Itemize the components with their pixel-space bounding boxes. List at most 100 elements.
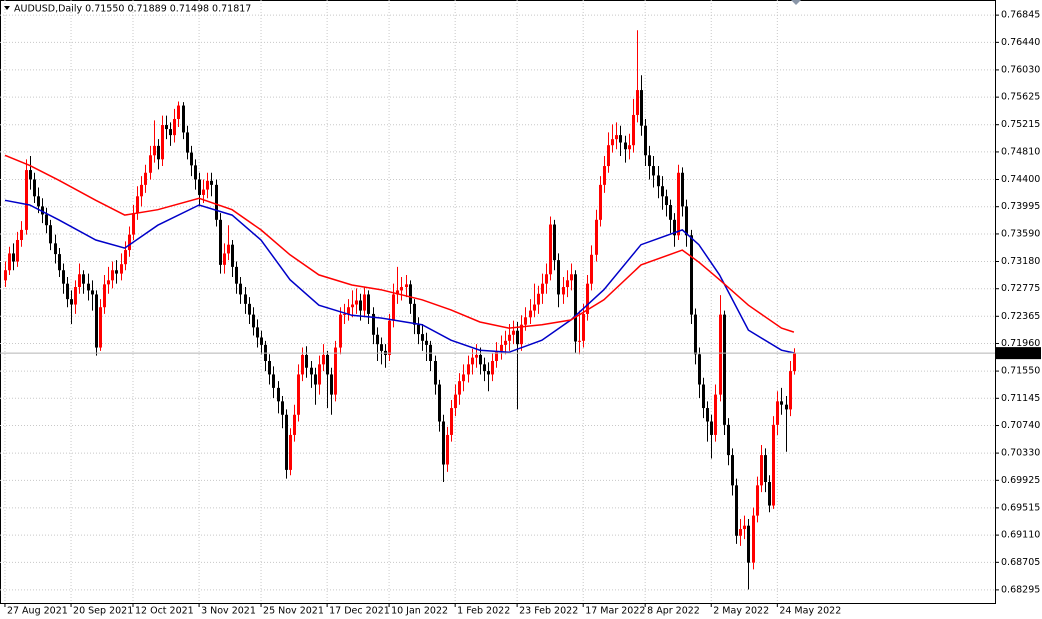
symbol-icon [4, 6, 10, 10]
candle-body [570, 274, 573, 281]
candle-body [495, 350, 498, 361]
y-tick-label: 0.75215 [1001, 119, 1040, 130]
candle-body [599, 184, 602, 220]
candle-body [425, 340, 428, 345]
candle-body [78, 274, 81, 288]
x-tick-label: 25 Nov 2021 [263, 606, 324, 617]
candle-body [747, 525, 750, 563]
candle-body [562, 287, 565, 295]
candle-body [731, 455, 734, 486]
candle-body [367, 294, 370, 314]
candle-body [380, 344, 383, 351]
candle-body [661, 186, 664, 197]
y-tick-label: 0.74810 [1001, 146, 1040, 157]
y-tick-label: 0.71550 [1001, 366, 1040, 377]
y-tick-label: 0.73995 [1001, 201, 1040, 212]
candle-body [487, 371, 490, 375]
candle-body [128, 234, 131, 251]
candle-body [74, 287, 77, 305]
moving-average-line [4, 154, 795, 333]
y-tick-label: 0.72365 [1001, 311, 1040, 322]
candle-body [644, 125, 647, 156]
candle-body [318, 364, 321, 385]
candle-body [115, 270, 118, 274]
candle-body [557, 260, 560, 295]
candle-body [702, 384, 705, 409]
candle-body [343, 313, 346, 315]
candle-body [793, 353, 796, 372]
candle-body [99, 307, 102, 348]
candle-body [706, 408, 709, 422]
candle-body [41, 206, 44, 215]
candle-body [681, 172, 684, 207]
candle-body [334, 347, 337, 395]
x-tick-label: 20 Sep 2021 [73, 606, 133, 617]
candle-body [231, 244, 234, 267]
candle-body [153, 145, 156, 156]
candle-body [140, 184, 143, 197]
candle-body [413, 303, 416, 325]
candle-body [690, 235, 693, 315]
candle-body [578, 340, 581, 342]
candle-body [421, 334, 424, 341]
candle-body [698, 354, 701, 385]
candle-body [723, 314, 726, 425]
candle-body [322, 354, 325, 365]
candle-body [537, 293, 540, 305]
candle-body [177, 105, 180, 119]
candle-body [669, 205, 672, 220]
y-tick-label: 0.71960 [1001, 338, 1040, 349]
candle-body [785, 404, 788, 410]
x-tick-label: 10 Jan 2022 [391, 606, 448, 617]
candle-body [458, 381, 461, 395]
candle-body [611, 139, 614, 146]
candle-body [235, 266, 238, 284]
candle-body [520, 324, 523, 345]
candle-body [326, 354, 329, 375]
candle-body [301, 354, 304, 375]
candle-body [400, 287, 403, 291]
candle-body [124, 250, 127, 265]
candle-body [355, 300, 358, 305]
candle-body [603, 166, 606, 185]
y-tick-label: 0.69925 [1001, 475, 1040, 486]
candle-body [665, 196, 668, 206]
candle-body [8, 253, 11, 271]
candle-body [764, 455, 767, 482]
candle-body [87, 283, 90, 291]
candle-body [248, 303, 251, 315]
y-tick-label: 0.74400 [1001, 174, 1040, 185]
candle-body [508, 334, 511, 341]
candle-body [640, 90, 643, 126]
candle-body [182, 105, 185, 133]
candle-body [58, 254, 61, 271]
candle-body [533, 304, 536, 311]
candle-body [677, 172, 680, 236]
candle-body [219, 219, 222, 265]
candle-body [206, 180, 209, 190]
candle-body [462, 374, 465, 382]
candle-body [54, 243, 57, 255]
candle-body [743, 525, 746, 530]
y-tick-label: 0.73180 [1001, 256, 1040, 267]
x-tick-label: 12 Oct 2021 [135, 606, 194, 617]
candle-body [305, 354, 308, 368]
candle-body [524, 317, 527, 325]
candle-body [157, 145, 160, 160]
candle-body [648, 155, 651, 167]
candle-body [760, 455, 763, 486]
candle-body [454, 394, 457, 409]
marks [4, 30, 796, 590]
candle-body [673, 219, 676, 236]
y-tick-label: 0.68295 [1001, 584, 1040, 595]
y-tick-label: 0.73590 [1001, 228, 1040, 239]
candle-body [483, 364, 486, 372]
candle-body [330, 374, 333, 395]
candle-body [417, 324, 420, 335]
candle-body [82, 274, 85, 284]
candle-body [574, 274, 577, 342]
candle-body [504, 340, 507, 345]
candle-body [223, 253, 226, 265]
candle-body [442, 421, 445, 465]
candle-body [516, 330, 519, 345]
